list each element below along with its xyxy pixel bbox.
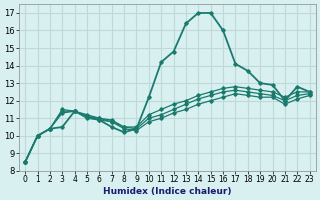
X-axis label: Humidex (Indice chaleur): Humidex (Indice chaleur)	[103, 187, 232, 196]
